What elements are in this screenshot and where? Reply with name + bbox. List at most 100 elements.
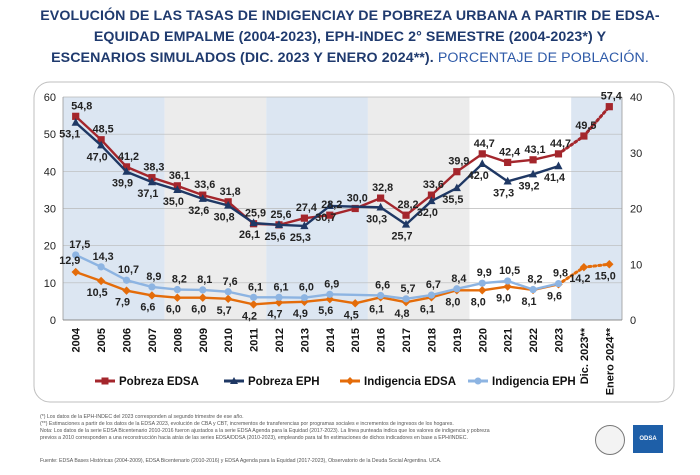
data-label: 8,1 [522,296,537,308]
data-label: 4,8 [395,308,410,320]
data-label: 43,1 [525,144,546,156]
data-point [529,285,537,294]
data-label: 6,0 [299,282,314,294]
data-label: 14,3 [93,251,114,263]
series-line-segment [75,253,102,268]
x-tick-label: 2020 [477,328,489,352]
data-point [554,161,563,170]
y-right-tick-label: 10 [630,259,642,271]
data-point [529,156,537,164]
x-tick-label: Enero 2024** [604,327,616,395]
x-tick-label: 2015 [350,328,362,352]
title-line-2: EQUIDAD EMPALME (2004-2023), EPH-INDEC 2… [93,29,607,45]
series-line-segment [481,162,509,183]
data-label: 39,2 [519,180,540,192]
series-line-segment [329,293,381,297]
data-point [351,204,359,213]
footnotes: (*) Los datos de la EPH-INDEC del 2023 c… [40,414,590,442]
data-point [249,300,258,309]
data-point [605,260,614,269]
series-line-segment [100,265,128,282]
series-line-segment [329,204,381,209]
data-point [453,285,461,293]
footnote-4: previos a 2010 corresponden a una recons… [40,435,468,441]
data-point [274,298,284,307]
data-point [147,177,157,186]
data-point [300,221,309,230]
data-label: 14,2 [569,273,590,285]
data-point [122,286,131,295]
data-point [97,140,106,149]
data-label: 30,8 [214,212,235,224]
data-label: 36,1 [169,170,190,182]
series-line-segment [151,176,178,187]
data-point [452,183,461,192]
data-point [503,282,512,291]
data-point [402,295,410,303]
data-point [97,263,105,271]
data-point [173,285,181,294]
series-line-segment [100,144,128,173]
series-line-segment [456,163,484,189]
uca-seal-logo [595,425,625,455]
series-line-segment [126,279,153,289]
series-line-segment [151,285,178,291]
legend-label: Pobreza EPH [248,376,320,388]
series-line-segment [278,300,305,304]
data-point [274,220,284,228]
data-label: 41,2 [118,151,139,163]
data-point [249,218,258,227]
series-line-segment [405,293,432,301]
y-left-tick-label: 60 [44,92,56,104]
data-label: 6,1 [273,281,288,293]
data-label: 9,9 [477,267,492,279]
data-label: 6,1 [420,303,435,315]
data-label: 30,7 [315,212,336,224]
data-point [325,201,334,209]
data-label: 33,6 [423,179,444,191]
data-label: 31,8 [220,186,241,198]
data-label: 6,1 [248,281,263,293]
x-tick-label: 2008 [172,328,184,352]
series-line-segment [227,204,255,224]
legend-label: Indigencia EDSA [364,376,456,388]
series-line-segment [202,288,229,293]
series-line-segment [532,152,559,161]
data-label: 32,0 [417,207,438,219]
data-point [224,288,232,296]
x-tick-label: 2014 [325,327,337,352]
y-right-tick-label: 30 [630,148,642,160]
data-point [223,294,233,304]
chart-title: EVOLUCIÓN DE LAS TASAS DE INDIGENCIAY DE… [8,6,692,69]
data-label: 28,2 [321,199,342,211]
series-line-segment [379,206,407,226]
data-point [427,196,436,205]
series-line-segment [481,152,509,164]
data-point [402,211,410,219]
data-label: 4,5 [344,309,359,321]
data-label: 32,8 [372,182,393,194]
series-line-segment [151,180,178,192]
data-label: 6,1 [369,303,384,315]
x-tick-label: 2004 [71,327,83,352]
series-line-segment [507,279,534,291]
y-left-tick-label: 40 [44,166,56,178]
data-point [300,294,308,302]
data-point [478,279,486,287]
data-label: 35,0 [163,196,184,208]
data-label: 4,9 [293,308,308,320]
series-line-segment [430,170,458,197]
data-label: 6,0 [191,304,206,316]
series-line-segment [253,301,280,306]
data-point [122,163,131,171]
series-line-segment [556,134,586,156]
data-label: 25,9 [245,208,266,220]
data-point [122,276,131,284]
data-label: 25,7 [392,230,413,242]
data-label: 6,6 [140,301,155,313]
data-label: 49,5 [575,120,596,132]
data-label: 39,9 [112,178,133,190]
series-line-segment [380,296,407,304]
x-tick-label: 2019 [452,328,464,352]
